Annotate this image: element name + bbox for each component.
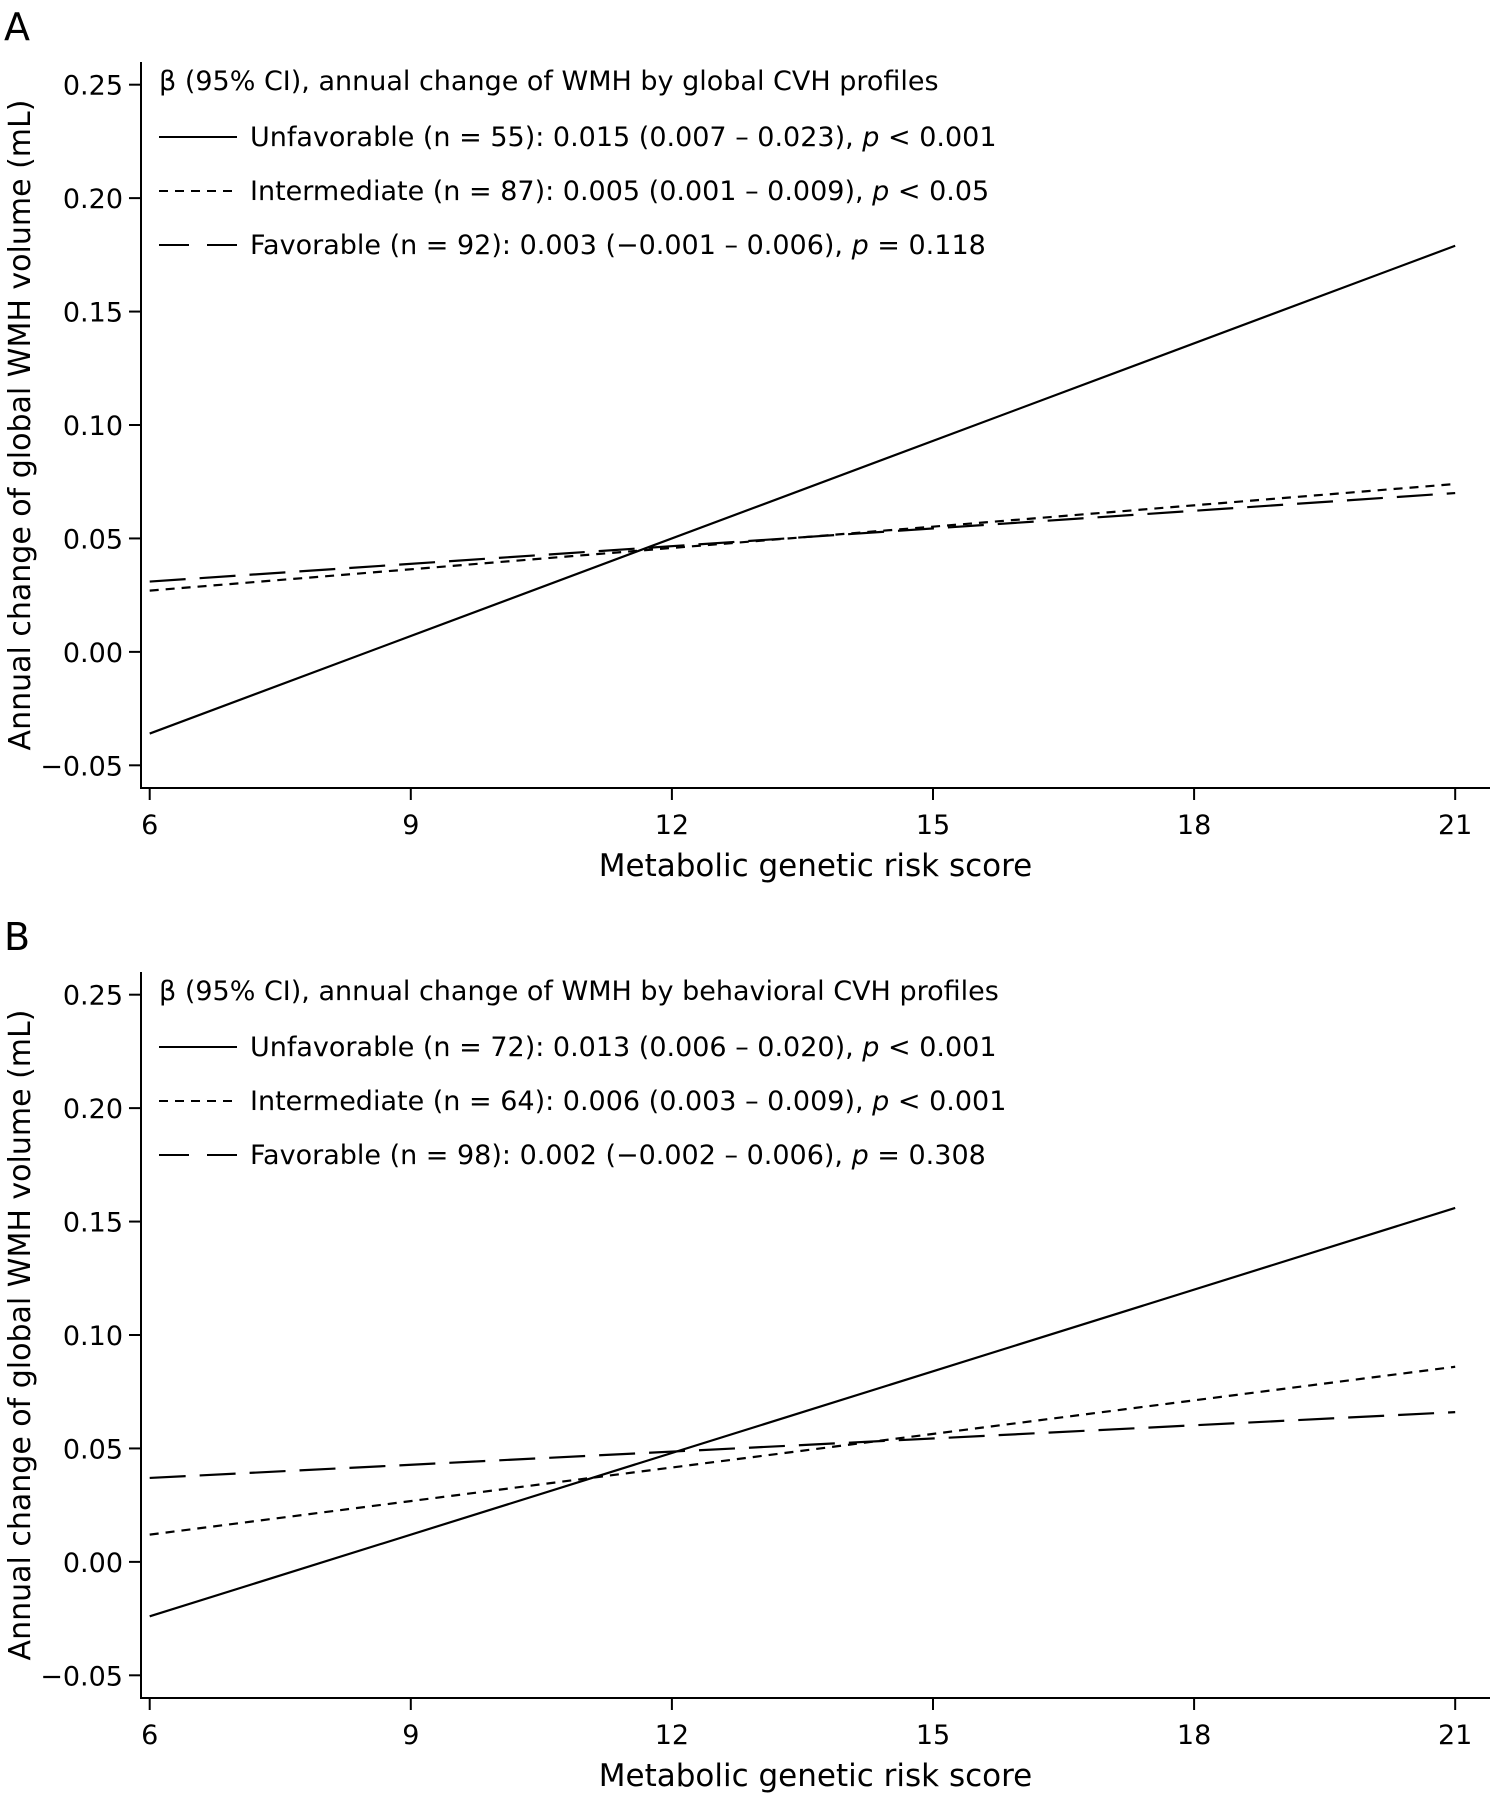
y-axis-label: Annual change of global WMH volume (mL) [3,100,38,751]
panel-label: A [4,5,30,49]
legend-entry-intermediate: Intermediate (n = 87): 0.005 (0.001 – 0.… [250,176,989,207]
y-tick-label: 0.05 [63,1434,123,1465]
y-tick-label: 0.15 [63,1208,123,1239]
y-tick-label: 0.00 [63,1548,123,1579]
x-tick-label: 21 [1438,1720,1472,1751]
legend-entry-pvalue: < 0.001 [879,1032,996,1063]
series-line-intermediate [149,482,1456,592]
legend-entry-p: p [861,1032,879,1063]
y-tick-label: 0.20 [63,184,123,215]
x-tick-label: 9 [402,810,419,841]
y-tick-label: 0.25 [63,981,123,1012]
axis-frame [140,62,1490,789]
legend-entry-favorable: Favorable (n = 98): 0.002 (−0.002 – 0.00… [250,1140,986,1171]
y-tick-label: 0.25 [63,71,123,102]
legend-entry-p: p [851,1140,869,1171]
x-tick-label: 15 [916,1720,950,1751]
panel-label: B [4,915,30,959]
legend-entry-pvalue: < 0.05 [889,176,989,207]
legend-entry-pvalue: = 0.308 [869,1140,986,1171]
legend-entry-pvalue: = 0.118 [869,230,986,261]
y-tick-label: 0.00 [63,638,123,669]
legend-entry-p: p [871,1086,889,1117]
x-tick-label: 21 [1438,810,1472,841]
y-axis-label: Annual change of global WMH volume (mL) [3,1010,38,1661]
legend-entry-unfavorable: Unfavorable (n = 72): 0.013 (0.006 – 0.0… [250,1032,997,1063]
legend-entry-pvalue: < 0.001 [879,122,996,153]
x-tick-label: 6 [141,810,158,841]
legend-entry-p: p [861,122,879,153]
y-tick-label: −0.05 [40,1661,123,1692]
legend-entry-p: p [871,176,889,207]
series-line-favorable [149,1411,1456,1480]
axis-frame [140,972,1490,1699]
legend-entry-pvalue: < 0.001 [889,1086,1006,1117]
legend-entry-unfavorable: Unfavorable (n = 55): 0.015 (0.007 – 0.0… [250,122,997,153]
y-tick-label: 0.15 [63,298,123,329]
y-tick-label: 0.10 [63,1321,123,1352]
y-tick-label: 0.20 [63,1094,123,1125]
x-tick-label: 6 [141,1720,158,1751]
legend-entry-text: Intermediate (n = 64): 0.006 (0.003 – 0.… [250,1086,872,1117]
legend-entry-text: Favorable (n = 98): 0.002 (−0.002 – 0.00… [250,1140,852,1171]
legend-entry-text: Intermediate (n = 87): 0.005 (0.001 – 0.… [250,176,872,207]
x-tick-label: 18 [1177,1720,1211,1751]
y-tick-label: 0.05 [63,524,123,555]
y-tick-label: 0.10 [63,411,123,442]
series-line-unfavorable [149,244,1456,735]
legend-entry-p: p [851,230,869,261]
y-tick-label: −0.05 [40,751,123,782]
x-tick-label: 18 [1177,810,1211,841]
x-tick-label: 9 [402,1720,419,1751]
chart-panel-a: A −0.05 0.00 0.05 0.10 0.15 0.20 0.25 6 9 12 15 18 21… [3,5,1490,884]
legend-entry-text: Unfavorable (n = 72): 0.013 (0.006 – 0.0… [250,1032,862,1063]
legend-entry-text: Unfavorable (n = 55): 0.015 (0.007 – 0.0… [250,122,862,153]
legend-entry-intermediate: Intermediate (n = 64): 0.006 (0.003 – 0.… [250,1086,1006,1117]
x-axis-label: Metabolic genetic risk score [599,848,1033,884]
series-line-unfavorable [149,1206,1456,1618]
series-line-intermediate [149,1365,1456,1536]
legend-entry-text: Favorable (n = 92): 0.003 (−0.001 – 0.00… [250,230,852,261]
x-tick-label: 15 [916,810,950,841]
chart-panel-b: B −0.05 0.00 0.05 0.10 0.15 0.20 0.25 6 9 12 15 18 21… [3,915,1490,1794]
legend-title: β (95% CI), annual change of WMH by beha… [159,976,999,1007]
legend-entry-favorable: Favorable (n = 92): 0.003 (−0.001 – 0.00… [250,230,986,261]
x-axis-label: Metabolic genetic risk score [599,1758,1033,1794]
series-line-favorable [149,491,1456,583]
legend-title: β (95% CI), annual change of WMH by glob… [159,66,939,97]
x-tick-label: 12 [655,810,689,841]
x-tick-label: 12 [655,1720,689,1751]
